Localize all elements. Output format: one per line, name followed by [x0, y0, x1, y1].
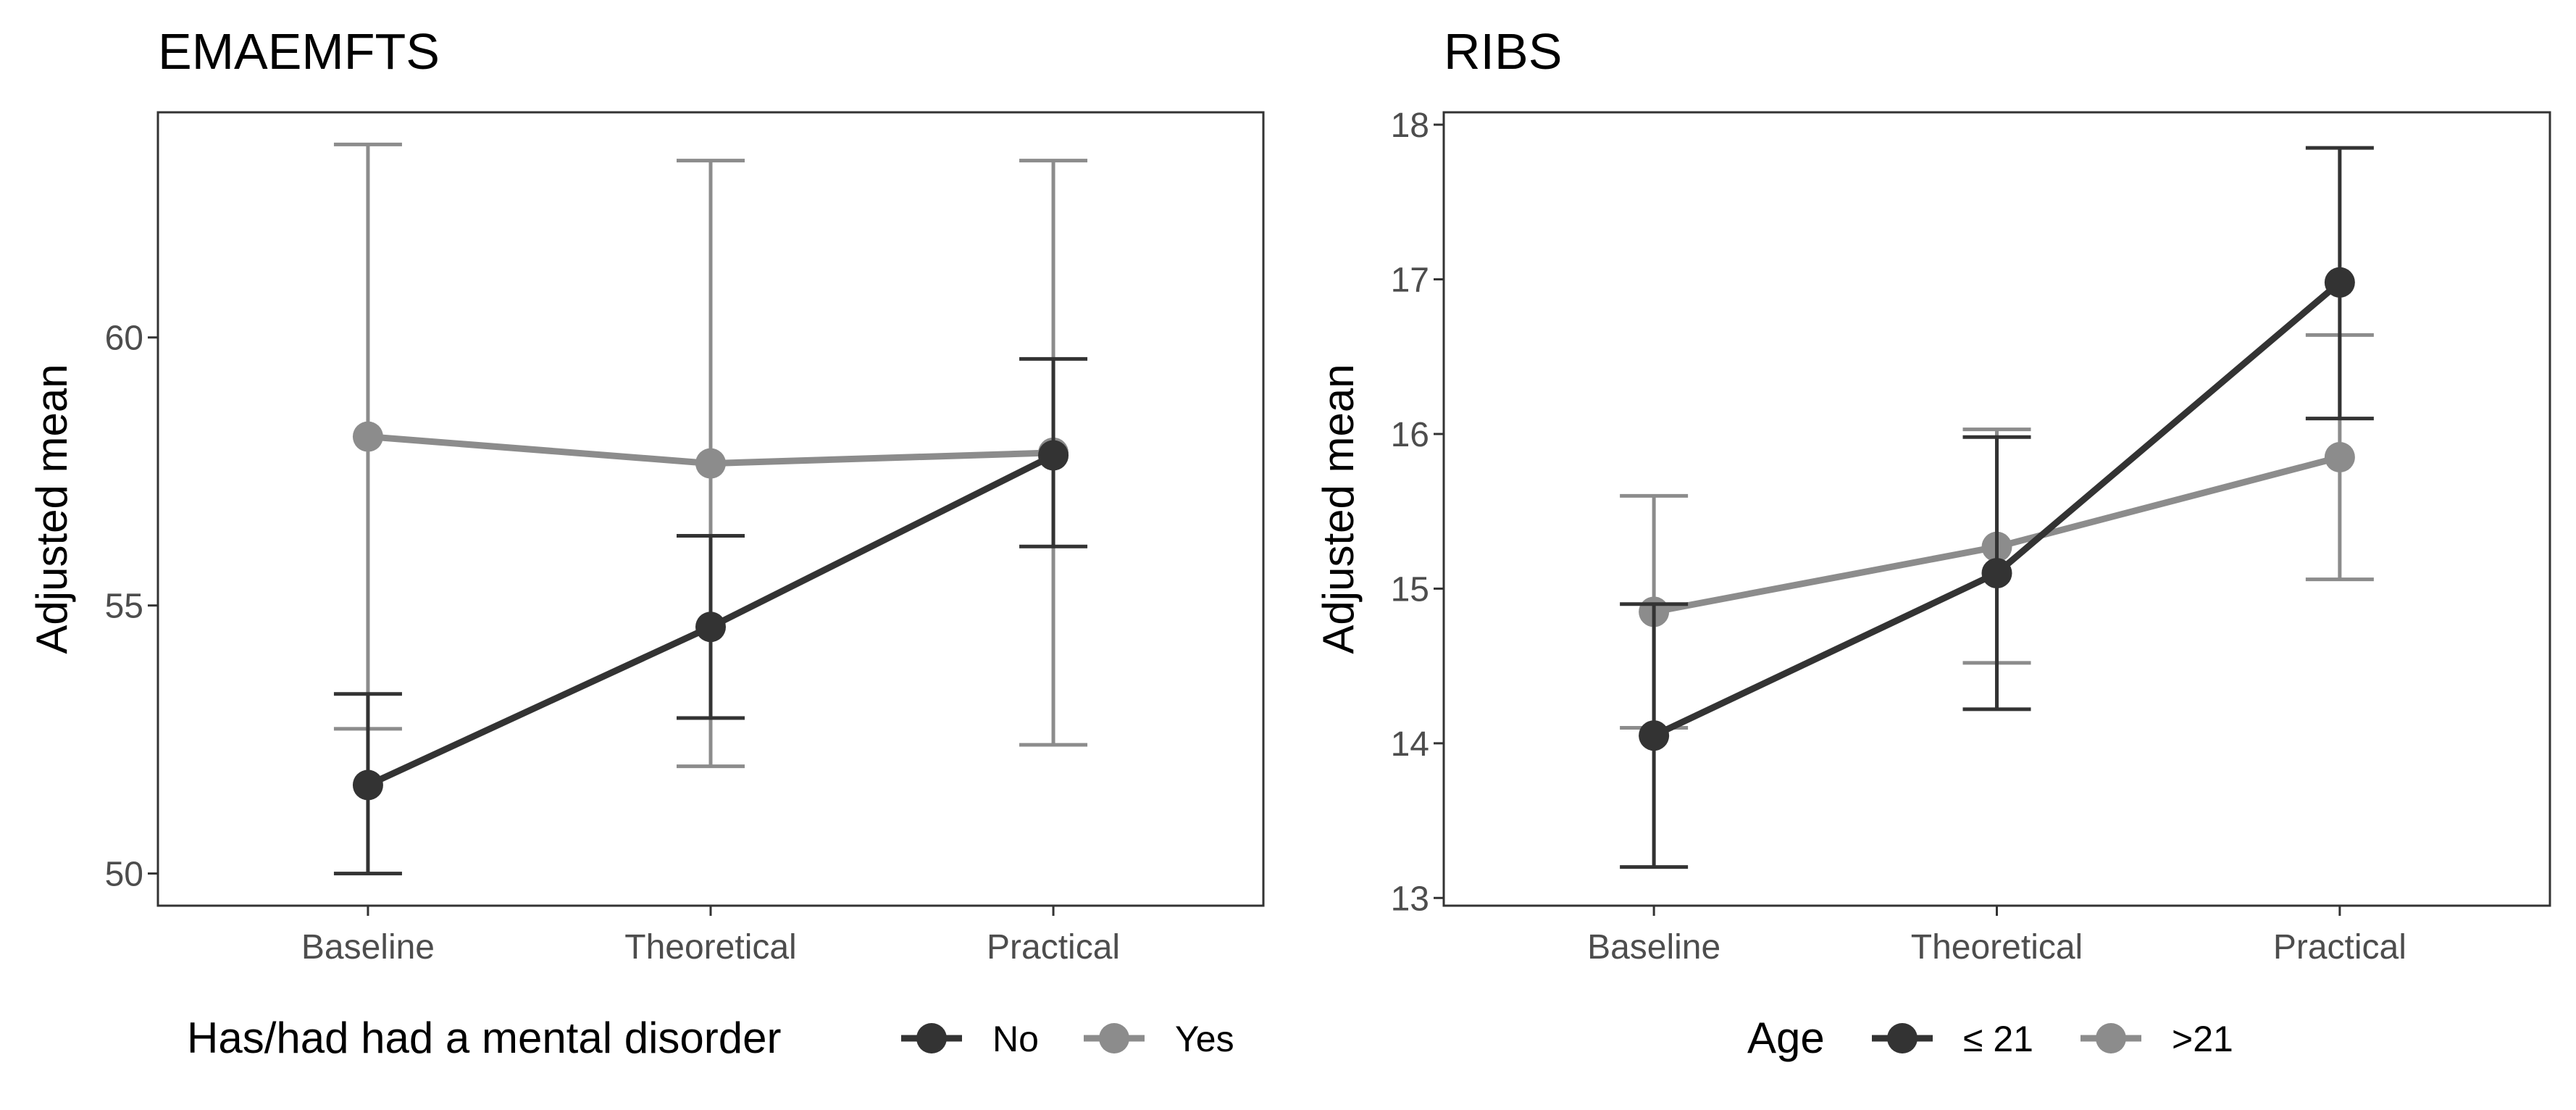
y-tick-label: 55: [105, 588, 143, 626]
y-tick-label: 13: [1391, 880, 1429, 918]
data-point: [352, 769, 383, 801]
legend-label: No: [992, 1019, 1039, 1059]
data-point: [2324, 267, 2355, 298]
panel-ribs: RIBS 13 14 15 16 17 18 Baseline Theoretical Pract…: [1314, 23, 2551, 1062]
x-tick-label: Practical: [987, 928, 1120, 967]
panel-title: RIBS: [1444, 23, 1562, 80]
y-axis-label: Adjusted mean: [1314, 364, 1363, 654]
panel-title: EMAEMFTS: [158, 23, 440, 80]
data-point: [1038, 440, 1069, 471]
x-tick-label: Theoretical: [624, 928, 796, 967]
legend-key-point: [1887, 1023, 1918, 1053]
legend-label: ≤ 21: [1963, 1019, 2033, 1059]
y-tick-label: 15: [1391, 570, 1429, 609]
y-tick-label: 50: [105, 856, 143, 894]
data-point: [1981, 558, 2012, 589]
x-tick-label: Practical: [2273, 928, 2406, 967]
panel-emaemfts: EMAEMFTS 50 55 60 Baseline Theoretical Practic…: [28, 23, 1265, 1062]
series-0: [1620, 146, 2374, 869]
y-tick-label: 14: [1391, 725, 1429, 764]
legend-title: Age: [1747, 1014, 1825, 1062]
x-tick-label: Theoretical: [1911, 928, 2083, 967]
data-point: [1639, 720, 1670, 751]
y-axis-label: Adjusted mean: [28, 364, 76, 654]
data-point: [695, 612, 726, 643]
y-tick-label: 17: [1391, 262, 1429, 300]
y-tick-label: 16: [1391, 416, 1429, 454]
data-point: [352, 421, 383, 452]
legend-title: Has/had had a mental disorder: [187, 1014, 782, 1062]
data-point: [695, 448, 726, 479]
series-0: [333, 356, 1088, 876]
legend-key-point: [2096, 1023, 2126, 1053]
x-tick-label: Baseline: [301, 928, 435, 967]
legend: Has/had had a mental disorder No Yes: [187, 1014, 1234, 1062]
data-point: [2324, 441, 2355, 472]
legend: Age ≤ 21 >21: [1747, 1014, 2233, 1062]
y-tick-label: 60: [105, 320, 143, 358]
legend-key-point: [1099, 1023, 1129, 1053]
y-tick-label: 18: [1391, 107, 1429, 145]
legend-label: Yes: [1175, 1019, 1234, 1059]
legend-key-point: [916, 1023, 947, 1053]
legend-label: >21: [2172, 1019, 2233, 1059]
x-tick-label: Baseline: [1587, 928, 1720, 967]
